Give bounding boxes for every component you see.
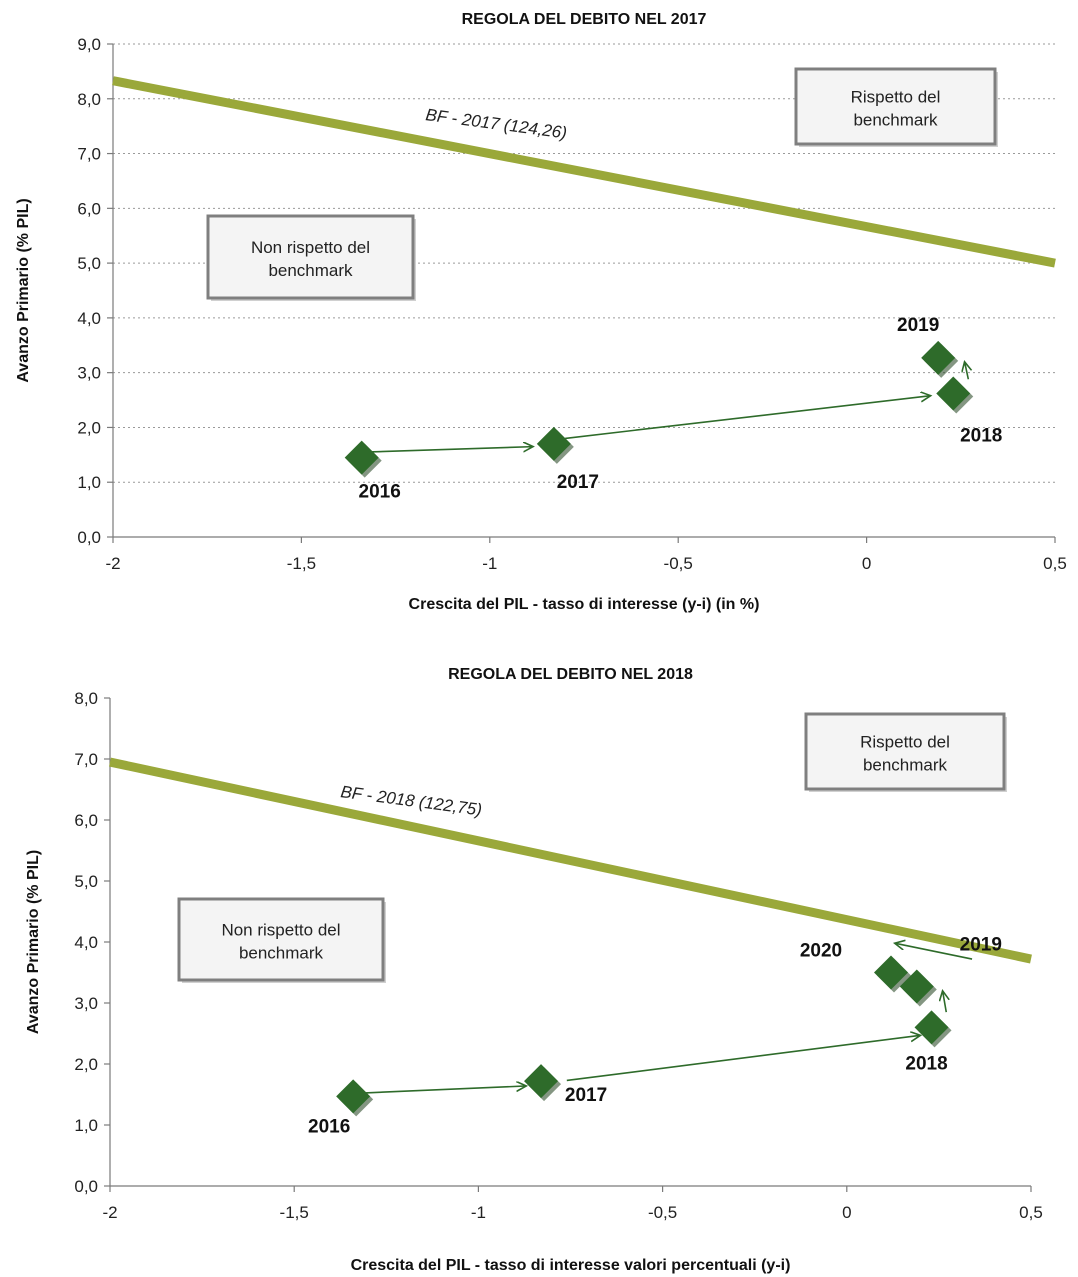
x-axis-label: Crescita del PIL - tasso di interesse (y… bbox=[409, 596, 760, 613]
zone-below: Non rispetto del benchmark bbox=[206, 214, 416, 301]
x-axis-label: Crescita del PIL - tasso di interesse va… bbox=[351, 1257, 791, 1274]
trajectory-arrow bbox=[965, 362, 969, 380]
x-tick-label: -1 bbox=[482, 554, 497, 573]
chart-1: REGOLA DEL DEBITO NEL 2017 0,0 1,0 2,0 3,0 4,… bbox=[15, 11, 1067, 613]
x-tick-label: 0 bbox=[862, 554, 871, 573]
point-2018 bbox=[936, 376, 971, 411]
point-label-2018: 2018 bbox=[960, 425, 1002, 446]
point-label-2019: 2019 bbox=[960, 935, 1002, 956]
y-tick-label: 7,0 bbox=[77, 145, 101, 164]
zone-below-line2: benchmark bbox=[239, 944, 324, 963]
y-axis-label: Avanzo Primario (% PIL) bbox=[25, 850, 42, 1034]
zone-below-line1: Non rispetto del bbox=[251, 238, 370, 257]
trajectory-arrow bbox=[365, 447, 533, 453]
x-tick-label: -2 bbox=[105, 554, 120, 573]
y-tick-label: 3,0 bbox=[74, 994, 98, 1013]
trajectory-arrow bbox=[943, 991, 947, 1013]
zone-above-line1: Rispetto del bbox=[860, 733, 950, 752]
y-tick-label: 3,0 bbox=[77, 364, 101, 383]
x-tick-label: -1 bbox=[471, 1203, 486, 1222]
zone-below-box bbox=[206, 214, 415, 300]
zone-above: Rispetto del benchmark bbox=[804, 712, 1007, 792]
trajectory-arrow bbox=[356, 1086, 526, 1095]
y-tick-label: 6,0 bbox=[74, 811, 98, 830]
point-2020 bbox=[874, 955, 909, 990]
x-tick-label: 0,5 bbox=[1019, 1203, 1043, 1222]
point-label-2019: 2019 bbox=[897, 315, 939, 336]
y-tick-label: 2,0 bbox=[74, 1055, 98, 1074]
x-tick-label: -2 bbox=[102, 1203, 117, 1222]
benchmark-label: BF - 2017 (124,26) bbox=[424, 105, 568, 142]
x-tick-label: -1,5 bbox=[280, 1203, 309, 1222]
benchmark-line bbox=[112, 76, 1056, 268]
point-label-2016: 2016 bbox=[308, 1116, 350, 1137]
y-tick-label: 4,0 bbox=[77, 309, 101, 328]
x-tick-label: -0,5 bbox=[648, 1203, 677, 1222]
trajectory-arrow bbox=[566, 1035, 921, 1082]
x-tick-label: 0 bbox=[842, 1203, 851, 1222]
trajectory-arrow bbox=[565, 396, 930, 440]
point-label-2020: 2020 bbox=[800, 941, 842, 962]
point-label-2017: 2017 bbox=[565, 1085, 607, 1106]
benchmark-line bbox=[109, 757, 1032, 964]
chart-2: REGOLA DEL DEBITO NEL 2018 0,0 1,0 2,0 3,0 4,… bbox=[25, 666, 1043, 1274]
y-tick-label: 0,0 bbox=[74, 1177, 98, 1196]
x-tick-label: -0,5 bbox=[664, 554, 693, 573]
chart-title: REGOLA DEL DEBITO NEL 2018 bbox=[448, 666, 693, 683]
point-2017 bbox=[524, 1064, 559, 1099]
zone-above-box bbox=[794, 67, 997, 146]
point-2018 bbox=[914, 1010, 949, 1045]
y-tick-label: 1,0 bbox=[77, 473, 101, 492]
point-2019 bbox=[921, 340, 956, 375]
zone-below-line2: benchmark bbox=[268, 261, 353, 280]
x-tick-label: -1,5 bbox=[287, 554, 316, 573]
y-tick-label: 6,0 bbox=[77, 199, 101, 218]
zone-below: Non rispetto del benchmark bbox=[177, 897, 386, 983]
y-tick-label: 5,0 bbox=[74, 872, 98, 891]
point-2016 bbox=[336, 1079, 371, 1114]
y-tick-label: 5,0 bbox=[77, 254, 101, 273]
chart-title: REGOLA DEL DEBITO NEL 2017 bbox=[462, 11, 707, 28]
point-label-2017: 2017 bbox=[557, 472, 599, 493]
y-tick-label: 4,0 bbox=[74, 933, 98, 952]
y-tick-label: 0,0 bbox=[77, 528, 101, 547]
y-tick-label: 2,0 bbox=[77, 418, 101, 437]
y-tick-label: 1,0 bbox=[74, 1116, 98, 1135]
zone-above-box bbox=[804, 712, 1006, 791]
y-tick-label: 8,0 bbox=[77, 90, 101, 109]
zone-above-line2: benchmark bbox=[863, 756, 948, 775]
point-2017 bbox=[536, 426, 571, 461]
zone-above-line1: Rispetto del bbox=[851, 88, 941, 107]
point-2016 bbox=[344, 440, 379, 475]
y-tick-label: 7,0 bbox=[74, 750, 98, 769]
zone-above-line2: benchmark bbox=[853, 111, 938, 130]
trajectory-arrow bbox=[895, 943, 973, 960]
zone-above: Rispetto del benchmark bbox=[794, 67, 998, 147]
y-tick-label: 9,0 bbox=[77, 35, 101, 54]
point-label-2018: 2018 bbox=[905, 1053, 947, 1074]
y-axis-label: Avanzo Primario (% PIL) bbox=[15, 198, 32, 382]
x-tick-label: 0,5 bbox=[1043, 554, 1067, 573]
y-tick-label: 8,0 bbox=[74, 689, 98, 708]
zone-below-box bbox=[177, 897, 385, 982]
point-label-2016: 2016 bbox=[359, 482, 401, 503]
zone-below-line1: Non rispetto del bbox=[221, 921, 340, 940]
